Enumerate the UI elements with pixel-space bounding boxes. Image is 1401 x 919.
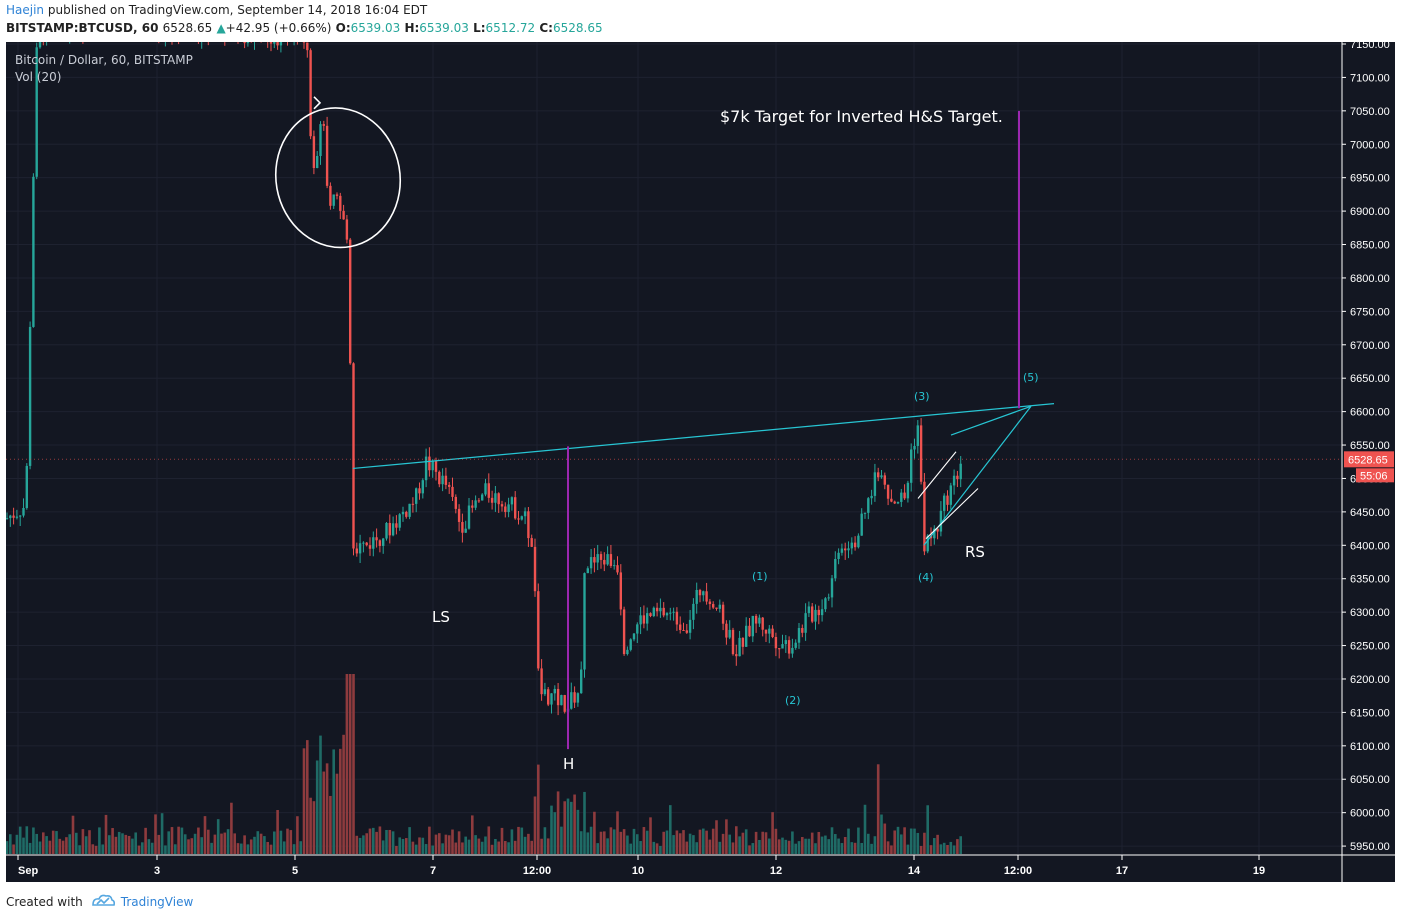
- drawings: $7k Target for Inverted H&S Target. LS H RS…: [6, 96, 1342, 773]
- price-tick-label: 6350.00: [1350, 574, 1390, 586]
- author-link[interactable]: Haejin: [6, 3, 45, 17]
- price-tick-label: 7050.00: [1350, 106, 1390, 118]
- volume-bars: [6, 674, 962, 854]
- tradingview-link[interactable]: TradingView: [120, 894, 194, 909]
- open-value: 6539.03: [350, 21, 401, 35]
- price-tick-label: 6850.00: [1350, 240, 1390, 252]
- price-tick-label: 7000.00: [1350, 139, 1390, 151]
- chart-legend-title: Bitcoin / Dollar, 60, BITSTAMP: [15, 53, 193, 67]
- price-tick-label: 6250.00: [1350, 641, 1390, 653]
- price-tick-label: 6600.00: [1350, 407, 1390, 419]
- wave-5-label: (5): [1023, 371, 1039, 384]
- candles: [6, 42, 962, 720]
- price-tick-label: 6000.00: [1350, 808, 1390, 820]
- published-text: published on TradingView.com, September …: [44, 3, 428, 17]
- current-price-label: 6528.65: [1348, 454, 1388, 466]
- chart-grid: [6, 42, 1342, 854]
- price-tick-label: 6550.00: [1350, 440, 1390, 452]
- open-label: O:: [335, 21, 351, 35]
- wave-4-label: (4): [918, 571, 934, 584]
- price-tick-label: 6400.00: [1350, 540, 1390, 552]
- time-tick-label: 14: [908, 865, 921, 877]
- rs-label: RS: [965, 543, 985, 561]
- time-axis: Sep 3 5 7 12:00 10 12 14 12:00 17 19: [6, 854, 1395, 877]
- wave-1-label: (1): [752, 570, 768, 583]
- change-value: +42.95 (+0.66%): [225, 21, 332, 35]
- countdown-badge: [1356, 468, 1394, 483]
- high-label: H:: [404, 21, 420, 35]
- tradingview-logo-icon: [91, 893, 115, 910]
- time-tick-label: 10: [632, 865, 644, 877]
- time-tick-label: 12:00: [1004, 865, 1032, 877]
- last-price: 6528.65: [162, 21, 213, 35]
- h-label: H: [563, 755, 574, 773]
- price-chart[interactable]: $7k Target for Inverted H&S Target. LS H RS…: [6, 42, 1395, 882]
- chart-legend-volume: Vol (20): [15, 70, 62, 84]
- countdown-label: 55:06: [1360, 470, 1388, 482]
- price-tick-label: 6150.00: [1350, 707, 1390, 719]
- footer: Created with TradingView: [6, 893, 193, 910]
- symbol-summary: BITSTAMP:BTCUSD, 60 6528.65 ▲+42.95 (+0.…: [6, 21, 603, 38]
- wave-2-label: (2): [785, 694, 801, 707]
- time-tick-label: 3: [154, 865, 160, 877]
- neckline: [352, 403, 1055, 470]
- current-price-badge: [1344, 451, 1394, 468]
- price-tick-label: 6300.00: [1350, 607, 1390, 619]
- close-value: 6528.65: [552, 21, 603, 35]
- publish-info: Haejin published on TradingView.com, Sep…: [6, 3, 427, 20]
- low-label: L:: [473, 21, 486, 35]
- wave-3-label: (3): [914, 390, 930, 403]
- time-tick-label: 19: [1253, 865, 1265, 877]
- price-tick-label: 5950.00: [1350, 841, 1390, 853]
- circle-annotation: [274, 107, 402, 249]
- symbol-label: BITSTAMP:BTCUSD, 60: [6, 21, 159, 35]
- time-tick-label: Sep: [18, 865, 38, 877]
- price-tick-label: 6700.00: [1350, 340, 1390, 352]
- price-tick-label: 6050.00: [1350, 774, 1390, 786]
- close-label: C:: [539, 21, 553, 35]
- time-tick-label: 17: [1116, 865, 1128, 877]
- price-tick-label: 6900.00: [1350, 206, 1390, 218]
- low-value: 6512.72: [485, 21, 536, 35]
- price-tick-label: 6100.00: [1350, 741, 1390, 753]
- time-tick-label: 12: [770, 865, 782, 877]
- price-tick-label: 6200.00: [1350, 674, 1390, 686]
- change-arrow-icon: ▲: [216, 21, 226, 35]
- price-tick-label: 6950.00: [1350, 173, 1390, 185]
- price-axis: 7150.00 7100.00 7050.00 7000.00 6950.00 6900.…: [1341, 42, 1394, 882]
- time-tick-label: 5: [292, 865, 298, 877]
- price-tick-label: 6800.00: [1350, 273, 1390, 285]
- price-tick-label: 6650.00: [1350, 373, 1390, 385]
- time-tick-label: 12:00: [523, 865, 551, 877]
- time-tick-label: 7: [430, 865, 436, 877]
- created-with-text: Created with: [6, 894, 83, 909]
- price-tick-label: 6750.00: [1350, 306, 1390, 318]
- target-text: $7k Target for Inverted H&S Target.: [720, 107, 1003, 126]
- price-tick-label: 7150.00: [1350, 42, 1390, 51]
- high-value: 6539.03: [419, 21, 469, 35]
- ls-label: LS: [432, 608, 450, 626]
- price-tick-label: 7100.00: [1350, 72, 1390, 84]
- price-tick-label: 6450.00: [1350, 507, 1390, 519]
- chart-panel[interactable]: $7k Target for Inverted H&S Target. LS H RS…: [6, 42, 1395, 882]
